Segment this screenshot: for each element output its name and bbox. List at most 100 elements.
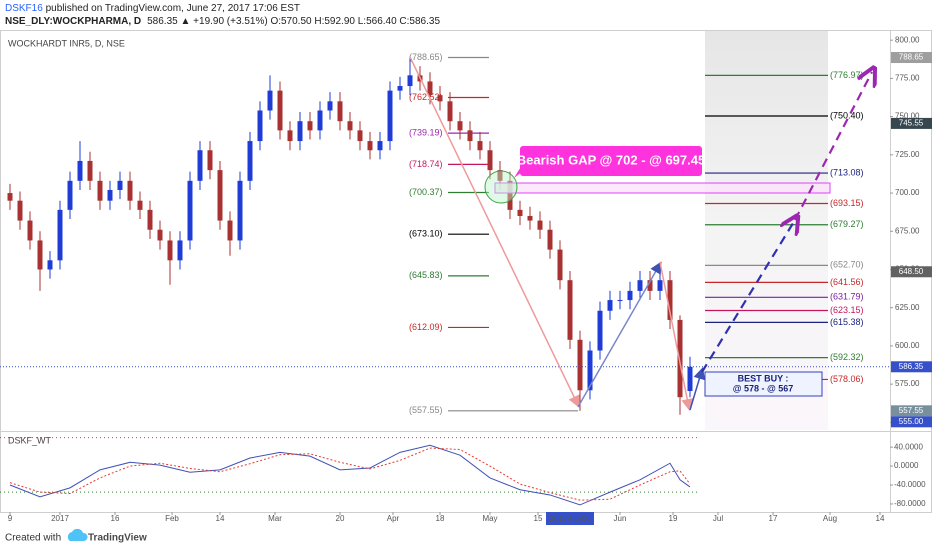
x-tick-label: 2017-06-06 xyxy=(550,514,591,523)
x-tick-label: 18 xyxy=(436,514,445,523)
candle-body xyxy=(77,160,83,181)
candle-body xyxy=(437,95,443,102)
x-tick-label: Jul xyxy=(713,514,723,523)
trend-arrow xyxy=(689,367,706,411)
y-tick-label: 750.00 xyxy=(895,112,920,121)
x-tick-highlight xyxy=(546,512,594,525)
candle-body xyxy=(267,90,273,111)
y-tick-label: 775.00 xyxy=(895,74,920,83)
x-tick-label: Aug xyxy=(823,514,837,523)
y-tick-label: 600.00 xyxy=(895,341,920,350)
candle-body xyxy=(517,209,523,216)
candle-body xyxy=(657,280,663,291)
candle-body xyxy=(257,110,263,142)
trend-arrow xyxy=(409,56,580,408)
fib-label: (679.27) xyxy=(830,219,864,229)
candle-body xyxy=(687,366,693,392)
candle-body xyxy=(107,189,113,201)
candle-body xyxy=(117,180,123,190)
candle-body xyxy=(137,200,143,210)
candle-body xyxy=(467,130,473,142)
price-label-box xyxy=(891,416,932,428)
candle-body xyxy=(537,220,543,230)
candle-body xyxy=(127,180,133,201)
y-tick-label: 625.00 xyxy=(895,303,920,312)
candle-body xyxy=(177,240,183,261)
candle-body xyxy=(577,339,583,391)
candle-body xyxy=(357,130,363,142)
candle-body xyxy=(427,81,433,96)
fib-label: (718.74) xyxy=(409,159,443,169)
candle-body xyxy=(187,180,193,241)
fib-label: (631.79) xyxy=(830,292,864,302)
y-tick-label: -80.0000 xyxy=(894,499,926,508)
fib-label: (623.15) xyxy=(830,305,864,315)
candle-body xyxy=(317,110,323,131)
chart-title: WOCKHARDT INR5, D, NSE xyxy=(8,38,125,48)
candle-body xyxy=(487,150,493,171)
footer-brand[interactable]: TradingView xyxy=(88,533,147,544)
candle-body xyxy=(527,215,533,221)
x-tick-label: 16 xyxy=(111,514,120,523)
gap-circle xyxy=(484,170,518,204)
y-tick-label: 675.00 xyxy=(895,226,920,235)
callout-box xyxy=(520,146,702,176)
brand-logo xyxy=(67,528,88,541)
candle-body xyxy=(607,300,613,311)
candle-body xyxy=(627,290,633,301)
candle-body xyxy=(397,86,403,91)
candle-body xyxy=(637,280,643,291)
x-tick-label: Jun xyxy=(614,514,627,523)
candle-body xyxy=(597,310,603,351)
trend-arrow xyxy=(577,261,662,408)
fib-label: (693.15) xyxy=(830,198,864,208)
fib-label: (713.08) xyxy=(830,167,864,177)
published: published on TradingView.com, June 27, 2… xyxy=(43,3,300,14)
x-tick-label: 17 xyxy=(769,514,778,523)
candle-body xyxy=(547,229,553,250)
candle-body xyxy=(57,209,63,261)
quote: 586.35 ▲ +19.90 (+3.51%) O:570.50 H:592.… xyxy=(147,16,440,27)
candle-body xyxy=(647,280,653,291)
candle-body xyxy=(557,249,563,281)
price-label-box xyxy=(891,117,932,129)
candle-body xyxy=(37,240,43,270)
overlays: Bearish GAP @ 702 - @ 697.45 BEST BUY : … xyxy=(409,52,932,428)
fib-label: (641.56) xyxy=(830,277,864,287)
candle-body xyxy=(447,101,453,122)
candle-body xyxy=(297,121,303,142)
fib-label: (612.09) xyxy=(409,322,443,332)
candle-body xyxy=(207,150,213,171)
y-tick-label: 575.00 xyxy=(895,379,920,388)
candle-body xyxy=(157,229,163,241)
price-label: 788.65 xyxy=(899,53,924,62)
x-tick-label: 14 xyxy=(216,514,225,523)
fib-label: (578.06) xyxy=(830,374,864,384)
candle-body xyxy=(497,170,503,181)
footer-created: Created with xyxy=(5,533,61,544)
candle-body xyxy=(387,90,393,142)
fib-label: (750.40) xyxy=(830,110,864,120)
x-tick-label: Feb xyxy=(165,514,179,523)
gap-zone xyxy=(494,182,831,194)
buy-range: @ 578 - @ 567 xyxy=(733,383,794,393)
price-label: 745.55 xyxy=(899,119,924,128)
header-line: DSKF16 published on TradingView.com, Jun… xyxy=(5,3,300,14)
fib-label: (592.32) xyxy=(830,352,864,362)
candle-body xyxy=(7,193,13,201)
marks: 550.00575.00600.00625.00650.00675.00700.… xyxy=(0,35,926,525)
author[interactable]: DSKF16 xyxy=(5,3,43,14)
fib-label: (557.55) xyxy=(409,405,443,415)
candle-body xyxy=(367,141,373,151)
price-label: 555.00 xyxy=(899,417,924,426)
y-tick-label: 0.0000 xyxy=(894,461,919,470)
candle-body xyxy=(217,170,223,221)
indicator-line xyxy=(9,444,691,506)
candle-body xyxy=(197,150,203,181)
candle-body xyxy=(307,121,313,131)
candle-body xyxy=(667,280,673,320)
x-tick-label: May xyxy=(482,514,497,523)
projection-zone xyxy=(705,31,828,430)
candle-body xyxy=(47,260,53,270)
